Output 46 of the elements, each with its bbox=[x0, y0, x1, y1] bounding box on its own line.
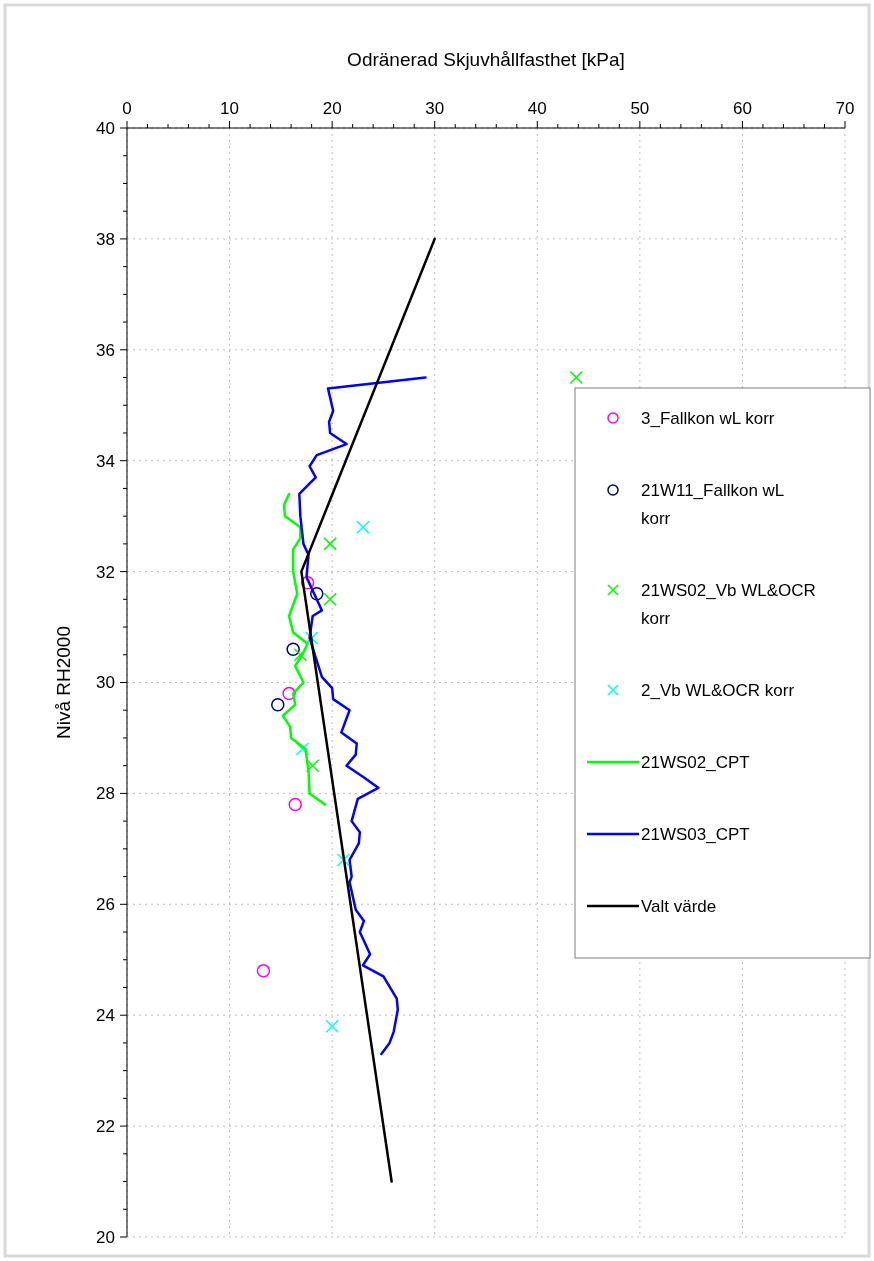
legend-label: Valt värde bbox=[641, 896, 717, 916]
x-tick-label: 60 bbox=[732, 99, 752, 118]
point bbox=[295, 742, 310, 756]
y-tick-label: 28 bbox=[96, 784, 115, 804]
point bbox=[569, 370, 584, 385]
point bbox=[300, 575, 315, 590]
point bbox=[336, 853, 351, 867]
line-series bbox=[281, 492, 327, 806]
y-tick-label: 38 bbox=[96, 229, 115, 249]
y-tick-label: 32 bbox=[96, 562, 115, 582]
y-tick-label: 20 bbox=[96, 1227, 115, 1247]
y-tick-label: 34 bbox=[96, 451, 115, 471]
x-tick-label: 50 bbox=[630, 99, 650, 118]
legend-label: 3_Fallkon wL korr bbox=[641, 408, 775, 428]
point bbox=[356, 520, 370, 534]
point bbox=[323, 537, 337, 551]
point bbox=[325, 1019, 339, 1034]
legend-label: 21WS02_Vb WL&OCR korr bbox=[641, 580, 816, 628]
point bbox=[256, 964, 271, 978]
y-tick-label: 30 bbox=[96, 673, 115, 693]
x-axis-title: Odränerad Skjuvhållfasthet [kPa] bbox=[347, 49, 625, 70]
point bbox=[305, 758, 320, 773]
point bbox=[286, 642, 300, 656]
x-tick-label: 10 bbox=[220, 99, 240, 118]
line-series bbox=[298, 376, 427, 1056]
point bbox=[310, 587, 324, 601]
legend-label: 21WS03_CPT bbox=[641, 824, 750, 844]
point bbox=[323, 592, 337, 607]
point bbox=[282, 686, 296, 701]
point bbox=[293, 648, 308, 662]
y-tick-label: 36 bbox=[96, 340, 115, 360]
y-axis-title: Nivå RH2000 bbox=[53, 626, 74, 739]
legend-label: 2_Vb WL&OCR korr bbox=[641, 680, 795, 700]
y-tick-label: 24 bbox=[96, 1006, 115, 1026]
x-tick-label: 30 bbox=[425, 99, 445, 118]
legend-label: 21W11_Fallkon wL korr bbox=[641, 480, 785, 528]
y-tick-label: 22 bbox=[96, 1117, 115, 1137]
y-tick-label: 40 bbox=[96, 118, 115, 138]
x-tick-label: 20 bbox=[322, 99, 342, 118]
x-tick-label: 70 bbox=[835, 99, 855, 118]
x-tick-label: 40 bbox=[527, 99, 547, 118]
legend-label: 21WS02_CPT bbox=[641, 752, 750, 772]
x-tick-label: 0 bbox=[122, 99, 132, 118]
point bbox=[271, 697, 285, 712]
y-tick-label: 26 bbox=[96, 895, 115, 915]
point bbox=[288, 797, 302, 812]
